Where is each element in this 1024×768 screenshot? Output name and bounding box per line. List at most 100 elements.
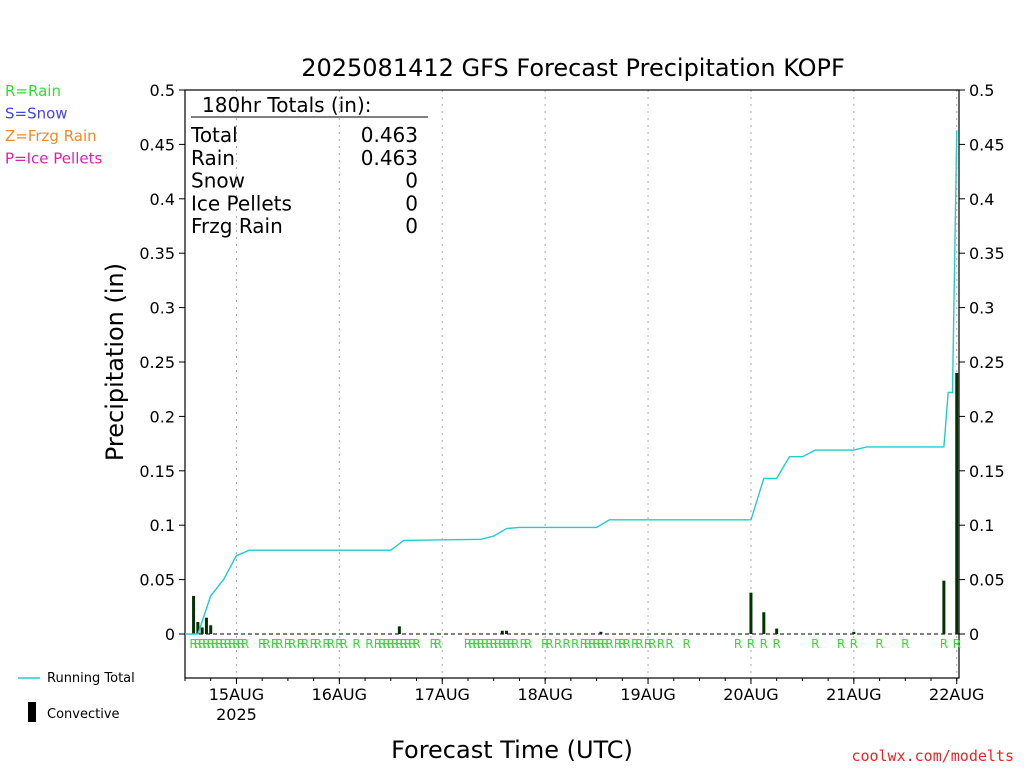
convective-bar <box>500 630 504 634</box>
x-tick-label: 16AUG <box>312 685 367 704</box>
y-tick-label-left: 0.35 <box>139 244 175 263</box>
y-tick-label-right: 0 <box>969 625 979 644</box>
ptype-mark: R <box>635 637 643 651</box>
totals-row-value: 0 <box>405 191 418 215</box>
ptype-mark: R <box>545 637 553 651</box>
ptype-mark: R <box>773 637 781 651</box>
chart-title: 2025081412 GFS Forecast Precipitation KO… <box>301 54 845 82</box>
totals-row-value: 0 <box>405 214 418 238</box>
ptype-mark: R <box>588 637 596 651</box>
ptype-mark: R <box>314 637 322 651</box>
ptype-mark: R <box>382 637 390 651</box>
y-tick-label-left: 0.45 <box>139 135 175 154</box>
ptype-mark: R <box>541 637 549 651</box>
ptype-mark: R <box>258 637 266 651</box>
ptype-mark: R <box>498 637 506 651</box>
ptype-mark: R <box>399 637 407 651</box>
ptype-mark: R <box>584 637 592 651</box>
y-tick-label-left: 0.4 <box>150 190 175 209</box>
ptype-mark: R <box>352 637 360 651</box>
ptype-mark: R <box>207 637 215 651</box>
ptype-mark: R <box>189 637 197 651</box>
ptype-legend-item: Z=Frzg Rain <box>5 127 97 145</box>
ptype-mark: R <box>322 637 330 651</box>
ptype-mark: R <box>198 637 206 651</box>
ptype-mark: R <box>309 637 317 651</box>
totals-row-value: 0.463 <box>361 146 418 170</box>
x-tick-label: 15AUG <box>209 685 264 704</box>
x-tick-label: 19AUG <box>620 685 675 704</box>
ptype-mark: R <box>524 637 532 651</box>
ptype-mark: R <box>901 637 909 651</box>
ptype-mark: R <box>597 637 605 651</box>
plot-frame <box>184 89 960 679</box>
y-tick-label-right: 0.05 <box>969 571 1005 590</box>
ptype-legend-item: P=Ice Pellets <box>5 150 102 168</box>
totals-header: 180hr Totals (in): <box>202 93 372 117</box>
y-tick-label-left: 0.2 <box>150 407 175 426</box>
ptype-mark: R <box>511 637 519 651</box>
convective-bar <box>955 372 959 634</box>
totals-row-label: Snow <box>191 169 245 193</box>
running-total-legend-label: Running Total <box>47 671 135 686</box>
y-axis-label: Precipitation (in) <box>101 263 129 461</box>
convective-bar <box>599 631 603 634</box>
ptype-mark: R <box>211 637 219 651</box>
ptype-mark: R <box>434 637 442 651</box>
ptype-mark: R <box>365 637 373 651</box>
totals-row-value: 0 <box>405 169 418 193</box>
vertical-gridlines <box>235 90 958 678</box>
convective-legend-swatch <box>28 702 36 722</box>
ptype-mark: R <box>485 637 493 651</box>
ptype-mark: R <box>271 637 279 651</box>
ptype-mark: R <box>614 637 622 651</box>
convective-bar <box>762 612 766 634</box>
ptype-mark: R <box>490 637 498 651</box>
ptype-mark: R <box>404 637 412 651</box>
ptype-mark: R <box>202 637 210 651</box>
ptype-mark: R <box>335 637 343 651</box>
ptype-mark: R <box>571 637 579 651</box>
ptype-mark: R <box>605 637 613 651</box>
ptype-mark: R <box>284 637 292 651</box>
y-tick-label-right: 0.15 <box>969 462 1005 481</box>
totals-row-label: Ice Pellets <box>191 191 292 215</box>
ptype-mark: R <box>811 637 819 651</box>
y-tick-label-left: 0.15 <box>139 462 175 481</box>
totals-row-label: Total <box>190 123 238 147</box>
ptype-mark: R <box>339 637 347 651</box>
totals-row-value: 0.463 <box>361 123 418 147</box>
ptype-mark: R <box>657 637 665 651</box>
y-tick-label-right: 0.2 <box>969 407 994 426</box>
convective-bar <box>397 626 401 634</box>
running-total-line <box>185 130 958 635</box>
ptype-mark: R <box>622 637 630 651</box>
ptype-mark: R <box>215 637 223 651</box>
y-tick-label-left: 0.3 <box>150 299 175 318</box>
y-tick-label-right: 0.3 <box>969 299 994 318</box>
y-tick-label-left: 0 <box>165 625 175 644</box>
ptype-mark: R <box>391 637 399 651</box>
ptype-mark: R <box>648 637 656 651</box>
ptype-mark: R <box>507 637 515 651</box>
ptype-mark: R <box>618 637 626 651</box>
totals-box: 180hr Totals (in): Total 0.463 Rain 0.463 Sn… <box>190 93 428 238</box>
ptype-mark: R <box>481 637 489 651</box>
ptype-mark: R <box>644 637 652 651</box>
y-axis-left: 0 0.05 0.1 0.15 0.2 0.25 0.3 0.35 0.4 0.45 0.5 <box>139 81 185 644</box>
ptype-mark: R <box>682 637 690 651</box>
ptype-mark: R <box>494 637 502 651</box>
ptype-mark: R <box>262 637 270 651</box>
ptype-mark: R <box>875 637 883 651</box>
x-axis-label: Forecast Time (UTC) <box>391 736 633 764</box>
credit-text: coolwx.com/modelts <box>851 747 1014 765</box>
y-tick-label-left: 0.25 <box>139 353 175 372</box>
ptype-mark: R <box>520 637 528 651</box>
ptype-mark: R <box>502 637 510 651</box>
convective-bar <box>749 592 753 634</box>
ptype-mark: R <box>327 637 335 651</box>
ptype-mark: R <box>301 637 309 651</box>
ptype-mark: R <box>224 637 232 651</box>
